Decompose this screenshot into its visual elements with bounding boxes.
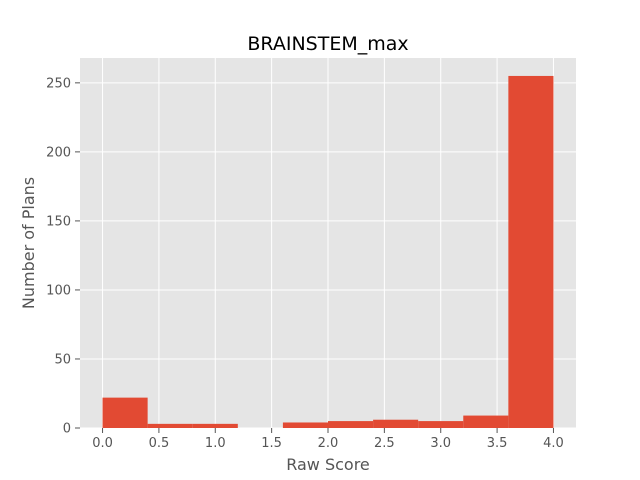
y-tick-label: 250 <box>46 76 71 91</box>
histogram-bar <box>328 421 374 428</box>
chart-title: BRAINSTEM_max <box>247 33 408 55</box>
y-tick-label: 50 <box>54 352 71 367</box>
x-tick-label: 2.5 <box>374 436 395 451</box>
axis-ticks: 0.0 0.5 1.0 1.5 2.0 2.5 3.0 3.5 4.0 0 50 100 150 200 2… <box>46 76 564 451</box>
y-tick-label: 150 <box>46 214 71 229</box>
grid-lines <box>80 58 576 429</box>
x-tick-label: 4.0 <box>543 436 564 451</box>
y-tick-label: 0 <box>63 422 71 437</box>
x-tick-label: 3.0 <box>430 436 451 451</box>
x-axis-label: Raw Score <box>286 455 370 474</box>
histogram-bars <box>102 75 554 429</box>
histogram-bar <box>282 422 328 428</box>
y-tick-label: 100 <box>46 283 71 298</box>
y-tick-label: 200 <box>46 145 71 160</box>
histogram-bar <box>102 397 148 428</box>
histogram-bar <box>147 423 193 428</box>
y-axis-label: Number of Plans <box>19 177 38 309</box>
histogram-bar <box>373 419 419 428</box>
x-tick-label: 2.0 <box>318 436 339 451</box>
histogram-bar <box>463 415 509 428</box>
x-tick-label: 0.5 <box>149 436 170 451</box>
x-tick-label: 1.0 <box>205 436 226 451</box>
histogram-bar <box>192 423 238 428</box>
x-tick-label: 0.0 <box>92 436 113 451</box>
x-tick-label: 1.5 <box>261 436 282 451</box>
x-tick-label: 3.5 <box>487 436 508 451</box>
histogram-bar <box>508 75 554 429</box>
histogram-bar <box>418 421 464 428</box>
